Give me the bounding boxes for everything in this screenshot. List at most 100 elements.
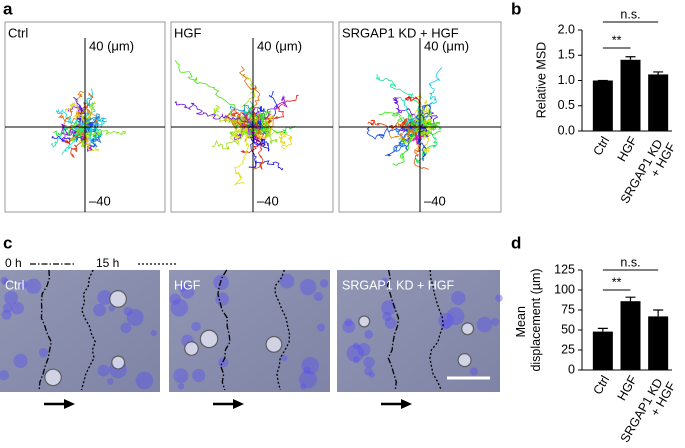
y-tick-label: 25 <box>561 342 575 356</box>
nucleus <box>281 355 288 362</box>
arrow-head <box>401 399 412 409</box>
legend-label: 15 h <box>96 256 119 270</box>
front-15h <box>429 269 444 391</box>
axis-label: –40 <box>257 193 279 208</box>
nucleus <box>192 368 206 383</box>
track <box>385 121 422 157</box>
front-0h <box>386 269 400 391</box>
track <box>81 124 99 152</box>
track <box>412 108 433 129</box>
nucleus <box>357 343 371 357</box>
track <box>392 126 421 167</box>
bar <box>648 74 669 131</box>
bar <box>592 331 613 370</box>
cell <box>265 335 283 353</box>
nucleus <box>301 356 320 375</box>
y-tick-label: 1.0 <box>558 73 575 87</box>
nucleus <box>93 303 106 317</box>
y-axis-label: Relative MSD <box>534 42 548 118</box>
y-axis-label: Mean displacement (µm) <box>514 268 543 371</box>
y-tick-label: 125 <box>554 262 575 276</box>
nucleus <box>97 364 110 377</box>
nucleus <box>364 330 374 339</box>
nucleus <box>2 303 13 313</box>
legend-label: 0 h <box>5 256 22 270</box>
cell <box>199 329 219 349</box>
tracks <box>366 66 443 170</box>
nucleus <box>4 290 19 305</box>
cell <box>358 315 371 328</box>
track <box>252 95 288 130</box>
front-0h <box>217 269 231 391</box>
x-tick-label: Ctrl <box>590 373 612 397</box>
bar <box>592 80 613 131</box>
nucleus <box>120 322 132 334</box>
axis-label: 40 (μm) <box>424 38 469 53</box>
nucleus <box>352 356 360 364</box>
significance-label: ** <box>612 275 622 289</box>
nucleus <box>11 301 24 315</box>
nucleus <box>107 378 114 385</box>
bar <box>620 59 641 131</box>
nucleus <box>126 308 144 326</box>
arrow-head <box>233 399 244 409</box>
error-bar <box>625 296 636 302</box>
axis-label: –40 <box>424 193 446 208</box>
track <box>64 124 86 139</box>
nucleus <box>451 290 466 306</box>
error-bar <box>653 71 664 75</box>
cell <box>461 322 475 336</box>
y-tick-label: 50 <box>561 322 575 336</box>
nucleus <box>446 307 465 326</box>
nucleus <box>13 353 28 368</box>
nucleus <box>173 368 189 384</box>
track <box>64 102 87 128</box>
significance-label: n.s. <box>620 7 640 21</box>
nucleus <box>438 312 454 329</box>
nucleus <box>0 370 10 381</box>
nucleus <box>135 371 154 390</box>
nucleus <box>180 284 195 299</box>
nucleus <box>169 293 181 305</box>
nucleus <box>279 273 295 289</box>
nucleus <box>0 276 8 285</box>
nucleus <box>364 367 373 376</box>
nucleus <box>38 347 49 358</box>
nucleus <box>97 289 113 305</box>
track <box>211 104 256 132</box>
condition-label: Ctrl <box>5 278 24 292</box>
nucleus <box>363 356 375 369</box>
nucleus <box>491 317 500 326</box>
front-0h <box>38 269 52 391</box>
nucleus <box>342 320 356 334</box>
nucleus <box>317 323 326 332</box>
condition-label: Ctrl <box>8 25 28 40</box>
bar <box>620 301 641 370</box>
axis-label: –40 <box>89 193 111 208</box>
cell <box>44 368 62 387</box>
nucleus <box>299 278 317 296</box>
cell <box>457 353 472 368</box>
nucleus <box>476 316 493 333</box>
nucleus <box>346 344 365 362</box>
axis-label: 40 (μm) <box>89 38 134 53</box>
nucleus <box>469 367 478 376</box>
nucleus <box>299 370 318 389</box>
track <box>56 109 86 127</box>
nucleus <box>170 298 189 317</box>
error-bar <box>597 327 608 332</box>
panel-label: c <box>3 233 12 252</box>
nucleus <box>2 278 10 287</box>
y-tick-label: 100 <box>554 282 575 296</box>
panel-label: a <box>3 0 13 18</box>
front-15h <box>274 269 291 391</box>
nucleus <box>18 280 28 290</box>
cell <box>109 290 127 308</box>
nucleus <box>352 342 360 349</box>
track <box>248 110 272 136</box>
condition-label: SRGAP1 KD + HGF <box>342 25 459 40</box>
track <box>61 126 86 155</box>
panel-label: d <box>511 233 521 252</box>
track <box>84 88 96 130</box>
